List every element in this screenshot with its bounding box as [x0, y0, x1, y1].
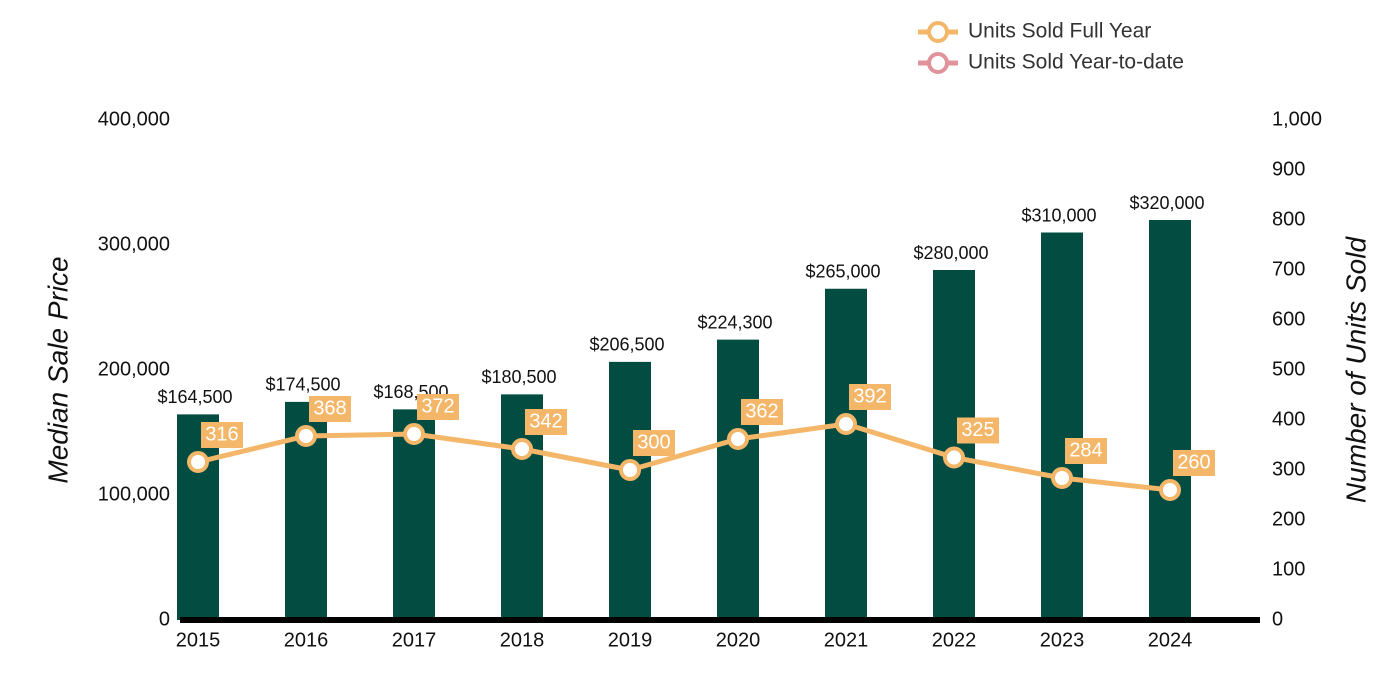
- y2-tick-label: 0: [1272, 608, 1283, 630]
- y2-tick-label: 800: [1272, 208, 1305, 230]
- bar: [1149, 220, 1191, 620]
- line-point: [1051, 467, 1073, 489]
- y-tick-label: 200,000: [98, 358, 170, 380]
- point-value-label: 342: [529, 410, 562, 432]
- point-label-box: [1065, 438, 1107, 464]
- y-tick-label: 300,000: [98, 233, 170, 255]
- bar-value-label: $174,500: [265, 375, 340, 395]
- y2-tick-label: 100: [1272, 558, 1305, 580]
- bar-value-label: $280,000: [913, 243, 988, 263]
- bar-value-label: $206,500: [589, 335, 664, 355]
- y2-tick-label: 900: [1272, 158, 1305, 180]
- point-label-box: [741, 399, 783, 425]
- point-value-label: 372: [421, 395, 454, 417]
- point-label-box: [849, 384, 891, 410]
- point-value-label: 368: [313, 397, 346, 419]
- point-label-box: [417, 394, 459, 420]
- line-point: [187, 451, 209, 473]
- point-value-label: 316: [205, 423, 238, 445]
- line-point: [619, 459, 641, 481]
- x-tick-label: 2022: [932, 629, 977, 651]
- y-axis-title: Median Sale Price: [42, 256, 73, 483]
- line-point: [727, 428, 749, 450]
- y2-tick-label: 1,000: [1272, 108, 1322, 130]
- line-point: [1159, 479, 1181, 501]
- bar: [1041, 232, 1083, 620]
- bar-value-label: $224,300: [697, 312, 772, 332]
- point-label-box: [1173, 450, 1215, 476]
- point-label-box: [633, 430, 675, 456]
- y-tick-label: 400,000: [98, 108, 170, 130]
- legend-marker: [927, 52, 949, 74]
- legend-marker: [927, 21, 949, 43]
- legend-label: Units Sold Full Year: [968, 20, 1151, 43]
- legend-label: Units Sold Year-to-date: [968, 51, 1184, 74]
- y2-tick-label: 500: [1272, 358, 1305, 380]
- line-point: [403, 423, 425, 445]
- point-value-label: 260: [1177, 451, 1210, 473]
- y2-tick-label: 400: [1272, 408, 1305, 430]
- line-point: [295, 425, 317, 447]
- point-label-box: [957, 417, 999, 444]
- point-value-label: 392: [853, 385, 886, 407]
- bar-value-label: $310,000: [1021, 205, 1096, 225]
- line-point: [511, 438, 533, 460]
- bar-value-label: $265,000: [805, 262, 880, 282]
- x-tick-label: 2016: [284, 629, 329, 651]
- line-point: [835, 413, 857, 435]
- bar-value-label: $180,500: [481, 367, 556, 387]
- x-tick-label: 2024: [1148, 629, 1193, 651]
- x-tick-label: 2015: [176, 629, 221, 651]
- bar: [177, 414, 219, 620]
- x-tick-label: 2023: [1040, 629, 1085, 651]
- x-tick-label: 2020: [716, 629, 761, 651]
- x-tick-label: 2018: [500, 629, 545, 651]
- bar-value-label: $164,500: [157, 387, 232, 407]
- y2-axis-title: Number of Units Sold: [1340, 236, 1371, 504]
- bar: [717, 339, 759, 620]
- bar: [933, 270, 975, 620]
- x-tick-label: 2017: [392, 629, 437, 651]
- point-value-label: 300: [637, 431, 670, 453]
- y2-tick-label: 200: [1272, 508, 1305, 530]
- line: [197, 421, 1171, 493]
- point-label-box: [525, 409, 567, 435]
- x-tick-label: 2021: [824, 629, 869, 651]
- point-value-label: 284: [1069, 439, 1102, 461]
- point-label-box: [201, 422, 243, 448]
- bar-value-label: $320,000: [1129, 193, 1204, 213]
- y-tick-label: 100,000: [98, 483, 170, 505]
- point-value-label: 362: [745, 400, 778, 422]
- bar: [609, 361, 651, 620]
- point-value-label: 325: [961, 419, 994, 441]
- y2-tick-label: 300: [1272, 458, 1305, 480]
- y2-tick-label: 600: [1272, 308, 1305, 330]
- y2-tick-label: 700: [1272, 258, 1305, 280]
- y-tick-label: 0: [159, 608, 170, 630]
- point-label-box: [309, 396, 351, 422]
- line-point: [943, 446, 965, 469]
- bar: [825, 288, 867, 620]
- x-tick-label: 2019: [608, 629, 653, 651]
